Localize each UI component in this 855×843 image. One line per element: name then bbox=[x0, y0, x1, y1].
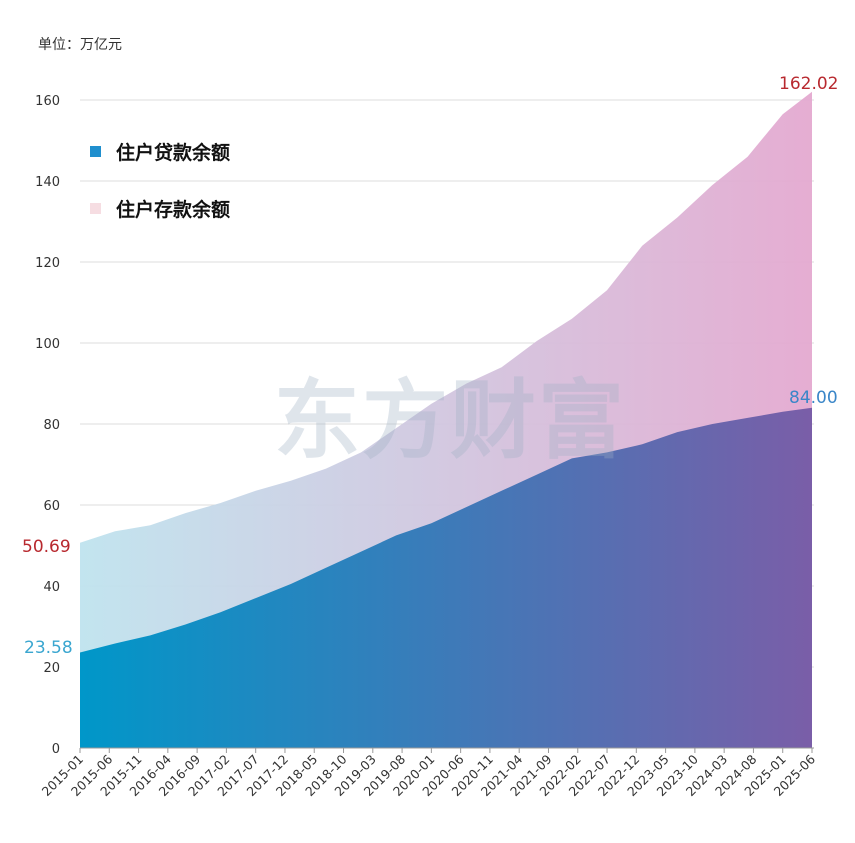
legend-label-loan: 住户贷款余额 bbox=[116, 141, 230, 164]
y-tick-label: 80 bbox=[43, 418, 60, 433]
legend: 住户贷款余额 住户存款余额 bbox=[90, 141, 230, 221]
deposit-end-value-label: 162.02 bbox=[779, 74, 838, 94]
deposit-start-value-label: 50.69 bbox=[22, 537, 71, 557]
legend-swatch-loan bbox=[90, 146, 101, 157]
y-tick-label: 160 bbox=[35, 94, 60, 109]
y-tick-label: 60 bbox=[43, 499, 60, 514]
y-tick-label: 20 bbox=[43, 661, 60, 676]
legend-swatch-deposit bbox=[90, 203, 101, 214]
legend-label-deposit: 住户存款余额 bbox=[116, 198, 230, 221]
watermark: 东方财富 bbox=[274, 371, 626, 471]
loan-start-value-label: 23.58 bbox=[24, 638, 73, 658]
loan-end-value-label: 84.00 bbox=[789, 388, 838, 408]
unit-label: 单位：万亿元 bbox=[38, 37, 122, 53]
y-tick-label: 120 bbox=[35, 256, 60, 271]
y-axis-tick-labels: 0 20 40 60 80 100 120 140 160 bbox=[35, 94, 60, 757]
y-tick-label: 140 bbox=[35, 175, 60, 190]
x-axis-ticks: 2015-012015-062015-112016-042016-092017-… bbox=[39, 748, 818, 799]
loan-area bbox=[80, 407, 812, 748]
y-tick-label: 100 bbox=[35, 337, 60, 352]
y-tick-label: 40 bbox=[43, 580, 60, 595]
y-tick-label: 0 bbox=[52, 742, 60, 757]
